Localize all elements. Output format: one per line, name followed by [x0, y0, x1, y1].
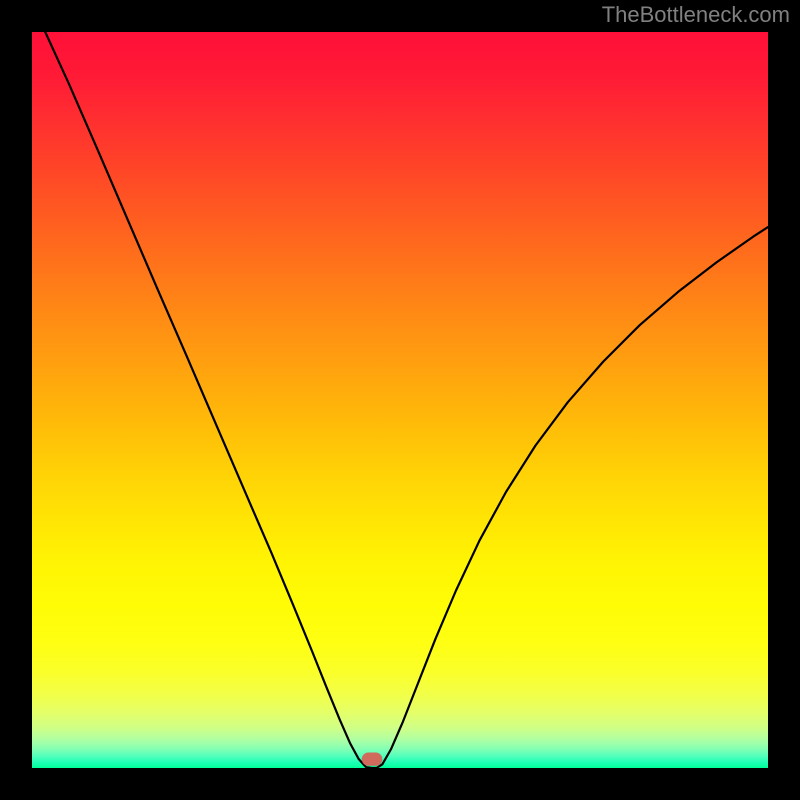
- figure-root: TheBottleneck.com: [0, 0, 800, 800]
- optimal-marker: [362, 753, 383, 766]
- watermark-label: TheBottleneck.com: [602, 2, 790, 28]
- chart-plot-area: [32, 32, 768, 768]
- heatmap-rect: [32, 32, 768, 768]
